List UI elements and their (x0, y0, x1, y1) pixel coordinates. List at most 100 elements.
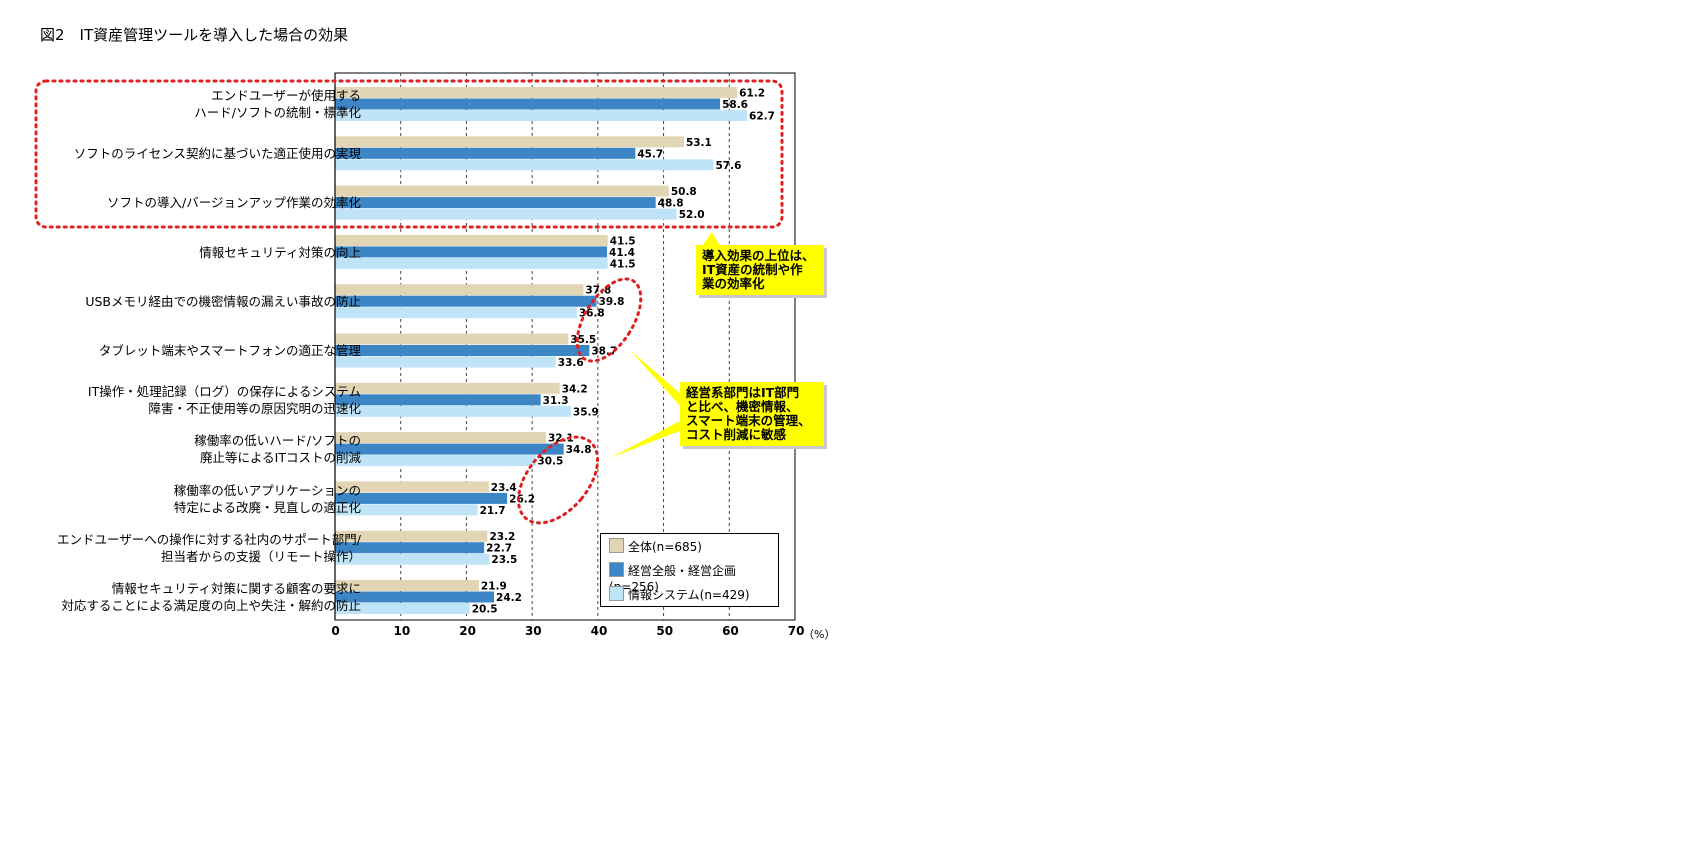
highlight-mgmt-cost (516, 435, 600, 525)
category-label-line: タブレット端末やスマートフォンの適正な管理 (98, 343, 361, 359)
value-label-all: 53.1 (686, 137, 712, 149)
category-label-line: 情報セキュリティ対策の向上 (199, 244, 361, 260)
callout-mgmt-sensitive: 経営系部門はIT部門 と比べ、機密情報、 スマート端末の管理、 コスト削減に敏感 (680, 382, 824, 446)
category-label-line: エンドユーザーが使用する (211, 88, 361, 104)
legend: 全体(n=685) 経営全般・経営企画(n=256) 情報システム(n=429) (600, 533, 779, 607)
category-label: ソフトのライセンス契約に基づいた適正使用の実現 (41, 145, 361, 162)
category-label-line: ハード/ソフトの統制・標準化 (194, 105, 361, 121)
value-label-all: 32.1 (548, 433, 574, 445)
bar-mgmt (335, 197, 656, 209)
callout-mgmt-pointer-upper (630, 350, 682, 408)
bar-all (335, 580, 479, 591)
bar-info (335, 208, 677, 220)
category-label-line: 対応することによる満足度の向上や失注・解約の防止 (61, 598, 361, 614)
bar-mgmt (335, 246, 608, 258)
bar-all (335, 382, 560, 394)
value-label-info: 41.5 (610, 258, 636, 270)
category-label: IT操作・処理記録（ログ）の保存によるシステム 障害・不正使用等の原因究明の迅速化 (41, 383, 361, 417)
value-label-all: 21.9 (481, 581, 507, 593)
legend-swatch-info (609, 586, 624, 601)
x-tick-label: 40 (590, 624, 608, 638)
category-label: エンドユーザーへの操作に対する社内のサポート部門/担当者からの支援（リモート操作… (41, 531, 361, 565)
callout-top-pointer (702, 232, 720, 246)
value-label-all: 35.5 (570, 334, 596, 346)
value-label-info: 52.0 (679, 209, 705, 221)
bar-mgmt (335, 147, 636, 159)
chart-title: 図2 IT資産管理ツールを導入した場合の効果 (40, 26, 349, 44)
category-label-line: 情報セキュリティ対策に関する顧客の要求に (111, 581, 361, 597)
value-label-all: 61.2 (739, 88, 765, 100)
bar-info (335, 257, 608, 269)
bar-info (335, 405, 571, 417)
bar-all (335, 481, 489, 493)
x-tick-label: 70 (787, 624, 805, 638)
callout-top-line-1: 導入効果の上位は、 (702, 248, 815, 263)
category-label: USBメモリ経由での機密情報の漏えい事故の防止 (41, 293, 361, 310)
callout-mgmt-line-1: 経営系部門はIT部門 (686, 385, 800, 400)
callout-mgmt-line-3: スマート端末の管理、 (686, 413, 811, 428)
callout-top-line-3: 業の効率化 (702, 276, 765, 291)
category-label-line: IT操作・処理記録（ログ）の保存によるシステム (87, 384, 361, 400)
category-label: 情報セキュリティ対策に関する顧客の要求に 対応することによる満足度の向上や失注・解… (41, 580, 361, 614)
value-label-info: 21.7 (480, 505, 506, 517)
category-label: 情報セキュリティ対策の向上 (41, 244, 361, 261)
value-label-info: 30.5 (537, 456, 563, 468)
category-label: エンドユーザーが使用する ハード/ソフトの統制・標準化 (41, 87, 361, 121)
bar-info (335, 504, 478, 516)
bar-mgmt (335, 443, 564, 455)
category-label: ソフトの導入/バージョンアップ作業の効率化 (41, 194, 361, 211)
bar-mgmt (335, 591, 495, 603)
category-label-line: 廃止等によるITコストの削減 (200, 450, 361, 466)
value-label-mgmt: 26.2 (509, 493, 535, 505)
value-label-mgmt: 39.8 (599, 296, 625, 308)
value-label-mgmt: 45.7 (637, 148, 663, 160)
value-label-info: 35.9 (573, 406, 599, 418)
value-label-mgmt: 34.8 (566, 444, 592, 456)
bar-info (335, 455, 536, 467)
bar-mgmt (335, 295, 597, 307)
bar-info (335, 159, 714, 171)
value-label-mgmt: 31.3 (543, 395, 569, 407)
value-label-all: 50.8 (671, 186, 697, 198)
value-label-all: 23.4 (491, 482, 517, 494)
bar-mgmt (335, 345, 590, 356)
x-tick-label: 30 (524, 624, 542, 638)
bar-info (335, 110, 748, 121)
bar-all (335, 530, 488, 542)
highlight-mgmt-security (575, 277, 643, 363)
value-label-info: 20.5 (472, 604, 498, 616)
category-label: タブレット端末やスマートフォンの適正な管理 (41, 342, 361, 359)
callout-mgmt-line-2: と比べ、機密情報、 (686, 399, 799, 414)
category-label-line: 稼働率の低いハード/ソフトの (194, 433, 361, 449)
category-label-line: 担当者からの支援（リモート操作） (160, 548, 361, 564)
callout-mgmt-pointer-lower (610, 420, 682, 458)
category-label-line: USBメモリ経由での機密情報の漏えい事故の防止 (85, 293, 361, 309)
category-label-line: 稼働率の低いアプリケーションの (173, 482, 361, 498)
callout-top-effects: 導入効果の上位は、 IT資産の統制や作 業の効率化 (696, 245, 824, 295)
category-label: 稼働率の低いアプリケーションの 特定による改廃・見直しの適正化 (41, 482, 361, 516)
x-tick-label: 50 (656, 624, 674, 638)
bar-all (335, 333, 569, 345)
category-label-line: 特定による改廃・見直しの適正化 (173, 499, 361, 515)
callout-top-line-2: IT資産の統制や作 (702, 262, 803, 277)
value-label-mgmt: 48.8 (658, 198, 684, 210)
legend-item-all: 全体(n=685) (609, 538, 702, 556)
bar-info (335, 553, 490, 565)
x-axis-unit: （%） (803, 628, 836, 641)
bar-mgmt (335, 98, 721, 110)
x-tick-label: 10 (393, 624, 411, 638)
bar-all (335, 432, 546, 444)
bar-info (335, 603, 470, 614)
value-label-info: 33.6 (558, 357, 584, 369)
bar-mgmt (335, 394, 541, 406)
highlight-top-three (34, 79, 784, 229)
category-label-line: ソフトの導入/バージョンアップ作業の効率化 (107, 195, 361, 211)
legend-label-all: 全体(n=685) (628, 540, 702, 554)
bar-all (335, 87, 738, 98)
x-tick-label: 0 (331, 624, 340, 638)
bar-all (335, 136, 684, 148)
value-label-mgmt: 24.2 (496, 592, 522, 604)
value-label-all: 37.8 (585, 285, 611, 297)
value-label-all: 41.5 (610, 235, 636, 247)
